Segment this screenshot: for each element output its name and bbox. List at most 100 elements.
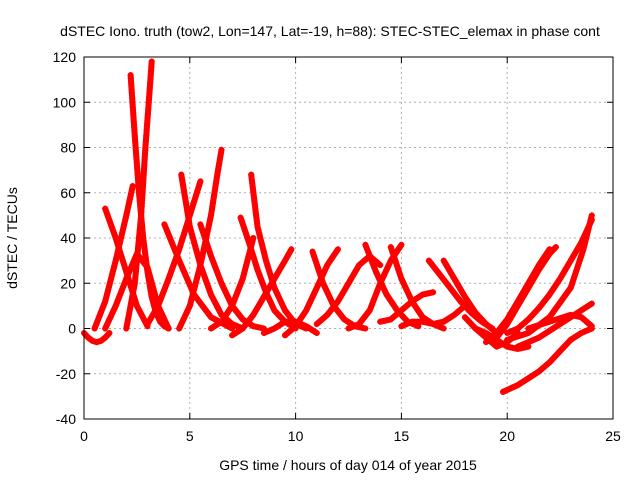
data-point	[554, 316, 561, 323]
data-point	[395, 267, 402, 274]
data-point	[117, 292, 123, 298]
data-point	[258, 240, 265, 247]
data-point	[200, 232, 207, 238]
data-point	[367, 304, 374, 311]
grid-lines	[84, 57, 613, 419]
data-point	[199, 250, 206, 257]
x-tick-label: 5	[186, 428, 194, 444]
data-point	[509, 327, 516, 334]
data-point	[267, 299, 274, 306]
data-point	[112, 257, 119, 264]
data-point	[182, 226, 189, 233]
data-point	[215, 306, 222, 313]
data-point	[243, 262, 250, 269]
data-point	[583, 327, 590, 334]
data-point	[263, 260, 270, 267]
data-point	[185, 278, 192, 285]
data-point	[504, 330, 511, 336]
data-point	[120, 223, 127, 230]
data-point	[107, 221, 114, 228]
data-point	[263, 257, 269, 264]
data-point	[209, 294, 216, 301]
data-point	[251, 255, 258, 262]
data-point	[258, 324, 265, 331]
data-point	[189, 231, 196, 238]
data-point	[102, 295, 109, 302]
data-point	[207, 288, 213, 295]
data-point	[432, 320, 439, 327]
data-point	[121, 220, 128, 227]
data-point	[214, 269, 221, 276]
x-tick-label: 10	[288, 428, 304, 444]
data-point	[377, 262, 384, 269]
data-point	[522, 340, 529, 347]
data-point	[504, 336, 511, 343]
data-point	[264, 263, 271, 270]
data-point	[126, 199, 133, 205]
data-point	[167, 270, 174, 277]
data-point	[109, 268, 116, 275]
data-point	[211, 261, 218, 268]
data-point	[585, 226, 592, 233]
data-point	[137, 310, 144, 317]
data-point	[192, 242, 199, 249]
data-point	[316, 269, 323, 276]
data-point	[108, 224, 115, 231]
data-point	[394, 262, 400, 269]
data-point	[394, 265, 401, 272]
data-point	[201, 272, 208, 279]
data-point	[120, 260, 127, 267]
data-point	[168, 267, 175, 274]
data-point	[520, 341, 527, 348]
data-point	[241, 267, 248, 274]
data-point	[306, 299, 313, 306]
chart-title: dSTEC Iono. truth (tow2, Lon=147, Lat=-1…	[60, 23, 600, 39]
data-point	[242, 264, 249, 271]
data-point	[190, 289, 197, 296]
data-point	[578, 330, 585, 336]
data-point	[193, 275, 200, 282]
data-point	[250, 323, 257, 330]
data-point	[197, 178, 204, 185]
data-point	[257, 235, 264, 241]
data-point	[118, 252, 124, 258]
data-point	[579, 249, 586, 256]
data-point	[189, 234, 196, 241]
data-point	[197, 262, 204, 269]
data-point	[112, 302, 119, 309]
data-point	[127, 191, 134, 197]
data-point	[245, 236, 252, 243]
data-point	[188, 297, 195, 304]
data-point	[374, 288, 381, 295]
data-point	[111, 263, 118, 270]
data-point	[578, 251, 585, 258]
data-point	[568, 282, 575, 288]
data-point	[164, 229, 171, 236]
data-point	[130, 285, 137, 292]
data-point	[106, 330, 113, 336]
data-point	[122, 215, 129, 222]
y-tick-label: 0	[68, 321, 76, 337]
data-point	[570, 276, 577, 283]
data-point	[581, 240, 588, 247]
data-point	[198, 256, 205, 263]
data-point	[538, 321, 545, 328]
data-point	[367, 255, 374, 262]
data-track	[483, 246, 553, 346]
data-point	[247, 245, 254, 251]
data-point	[129, 294, 136, 301]
data-point	[192, 195, 199, 202]
data-point	[372, 266, 378, 273]
data-point	[254, 223, 261, 230]
data-point	[551, 317, 558, 323]
x-tick-label: 0	[80, 428, 88, 444]
data-point	[588, 212, 595, 219]
data-point	[252, 323, 259, 330]
y-tick-label: 100	[53, 94, 77, 110]
data-point	[266, 268, 273, 275]
data-track	[229, 246, 295, 339]
data-point	[188, 229, 195, 236]
y-tick-label: 120	[53, 49, 77, 65]
data-point	[204, 227, 211, 233]
data-point	[317, 272, 324, 279]
